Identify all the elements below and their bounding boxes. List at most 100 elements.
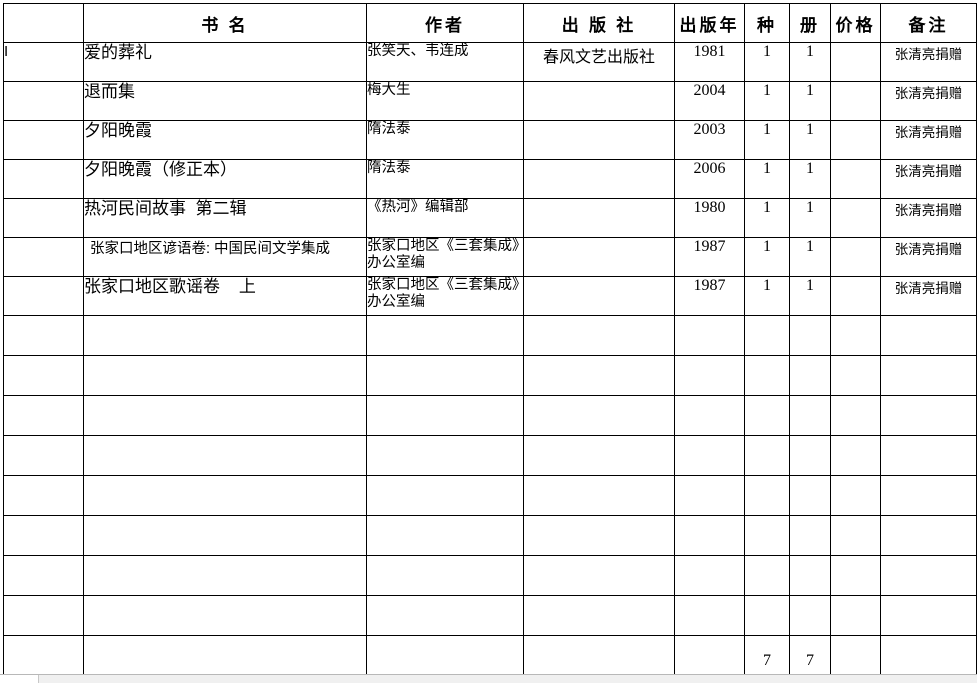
cell-price[interactable] xyxy=(830,120,881,160)
cell-empty[interactable] xyxy=(830,395,881,436)
cell-empty[interactable] xyxy=(880,515,977,556)
cell-index[interactable] xyxy=(3,276,84,316)
cell-empty[interactable] xyxy=(366,555,524,596)
cell-empty[interactable] xyxy=(674,595,745,636)
cell-empty[interactable] xyxy=(789,435,831,476)
cell-empty[interactable] xyxy=(523,315,675,356)
cell-title[interactable]: 热河民间故事 第二辑 xyxy=(83,198,367,238)
cell-publisher[interactable] xyxy=(523,81,675,121)
cell-author[interactable]: 梅大生 xyxy=(366,81,524,121)
cell-empty[interactable] xyxy=(880,435,977,476)
cell-publisher[interactable] xyxy=(523,159,675,199)
cell-empty[interactable] xyxy=(744,315,790,356)
cell-empty[interactable] xyxy=(830,595,881,636)
cell-note[interactable]: 张清亮捐赠 xyxy=(880,42,977,82)
cell-publisher[interactable] xyxy=(523,198,675,238)
cell-author[interactable]: 隋法泰 xyxy=(366,159,524,199)
cell-title[interactable]: 张家口地区歌谣卷 上 xyxy=(83,276,367,316)
cell-empty[interactable] xyxy=(744,395,790,436)
cell-empty[interactable] xyxy=(366,595,524,636)
cell-empty[interactable] xyxy=(83,475,367,516)
cell-empty[interactable] xyxy=(880,355,977,396)
total-publisher[interactable] xyxy=(523,635,675,675)
cell-kind[interactable]: 1 xyxy=(744,198,790,238)
cell-price[interactable] xyxy=(830,276,881,316)
cell-empty[interactable] xyxy=(83,435,367,476)
cell-empty[interactable] xyxy=(366,515,524,556)
cell-year[interactable]: 1987 xyxy=(674,237,745,277)
cell-empty[interactable] xyxy=(674,475,745,516)
cell-empty[interactable] xyxy=(3,555,84,596)
total-note[interactable] xyxy=(880,635,977,675)
cell-empty[interactable] xyxy=(830,355,881,396)
total-index[interactable] xyxy=(3,635,84,675)
cell-empty[interactable] xyxy=(83,355,367,396)
cell-note[interactable]: 张清亮捐赠 xyxy=(880,276,977,316)
cell-empty[interactable] xyxy=(744,595,790,636)
cell-title[interactable]: 爱的葬礼 xyxy=(83,42,367,82)
total-price[interactable] xyxy=(830,635,881,675)
cell-empty[interactable] xyxy=(674,315,745,356)
cell-author[interactable]: 隋法泰 xyxy=(366,120,524,160)
cell-kind[interactable]: 1 xyxy=(744,120,790,160)
cell-empty[interactable] xyxy=(523,395,675,436)
cell-empty[interactable] xyxy=(366,315,524,356)
cell-price[interactable] xyxy=(830,81,881,121)
cell-author[interactable]: 《热河》编辑部 xyxy=(366,198,524,238)
total-year[interactable] xyxy=(674,635,745,675)
cell-year[interactable]: 1981 xyxy=(674,42,745,82)
cell-publisher[interactable]: 春风文艺出版社 xyxy=(523,42,675,82)
cell-empty[interactable] xyxy=(674,435,745,476)
cell-author[interactable]: 张笑天、韦连成 xyxy=(366,42,524,82)
cell-note[interactable]: 张清亮捐赠 xyxy=(880,237,977,277)
cell-volume[interactable]: 1 xyxy=(789,159,831,199)
cell-publisher[interactable] xyxy=(523,276,675,316)
cell-index[interactable] xyxy=(3,120,84,160)
cell-empty[interactable] xyxy=(523,555,675,596)
cell-price[interactable] xyxy=(830,159,881,199)
total-title[interactable] xyxy=(83,635,367,675)
cell-empty[interactable] xyxy=(366,355,524,396)
cell-empty[interactable] xyxy=(880,395,977,436)
cell-empty[interactable] xyxy=(744,435,790,476)
cell-volume[interactable]: 1 xyxy=(789,198,831,238)
cell-note[interactable]: 张清亮捐赠 xyxy=(880,120,977,160)
cell-empty[interactable] xyxy=(366,475,524,516)
cell-empty[interactable] xyxy=(3,515,84,556)
cell-index[interactable] xyxy=(3,198,84,238)
cell-empty[interactable] xyxy=(789,555,831,596)
total-kind[interactable]: 7 xyxy=(744,635,790,675)
cell-empty[interactable] xyxy=(880,595,977,636)
total-volume[interactable]: 7 xyxy=(789,635,831,675)
cell-kind[interactable]: 1 xyxy=(744,276,790,316)
cell-index[interactable] xyxy=(3,159,84,199)
cell-empty[interactable] xyxy=(83,595,367,636)
cell-empty[interactable] xyxy=(3,395,84,436)
cell-empty[interactable] xyxy=(523,595,675,636)
cell-index[interactable] xyxy=(3,81,84,121)
cell-empty[interactable] xyxy=(523,515,675,556)
cell-empty[interactable] xyxy=(3,475,84,516)
cell-empty[interactable] xyxy=(789,395,831,436)
cell-empty[interactable] xyxy=(3,315,84,356)
cell-title[interactable]: 夕阳晚霞 xyxy=(83,120,367,160)
cell-empty[interactable] xyxy=(789,475,831,516)
cell-title[interactable]: 退而集 xyxy=(83,81,367,121)
cell-empty[interactable] xyxy=(789,515,831,556)
cell-empty[interactable] xyxy=(674,355,745,396)
cell-empty[interactable] xyxy=(789,595,831,636)
cell-kind[interactable]: 1 xyxy=(744,42,790,82)
cell-empty[interactable] xyxy=(830,555,881,596)
cell-price[interactable] xyxy=(830,42,881,82)
cell-author[interactable]: 张家口地区《三套集成》办公室编 xyxy=(366,276,524,316)
cell-empty[interactable] xyxy=(744,555,790,596)
cell-price[interactable] xyxy=(830,198,881,238)
cell-publisher[interactable] xyxy=(523,237,675,277)
cell-empty[interactable] xyxy=(744,515,790,556)
cell-empty[interactable] xyxy=(744,475,790,516)
cell-note[interactable]: 张清亮捐赠 xyxy=(880,159,977,199)
cell-kind[interactable]: 1 xyxy=(744,159,790,199)
cell-year[interactable]: 2006 xyxy=(674,159,745,199)
cell-empty[interactable] xyxy=(523,435,675,476)
cell-empty[interactable] xyxy=(3,355,84,396)
